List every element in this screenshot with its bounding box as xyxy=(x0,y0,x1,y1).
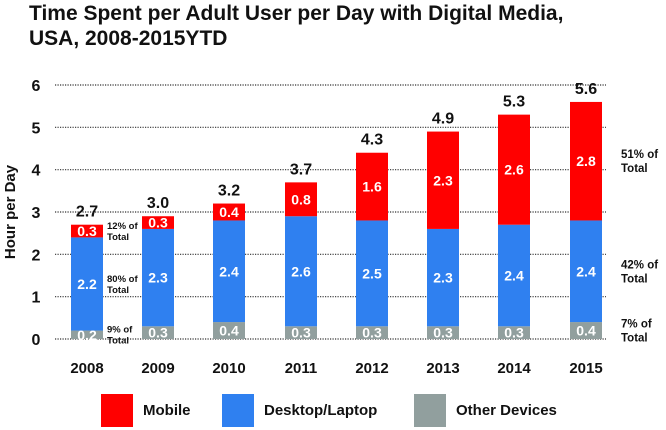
legend-swatch-mobile xyxy=(101,394,133,427)
legend-item-desktop-laptop: Desktop/Laptop xyxy=(222,394,377,427)
total-label-2011: 3.7 xyxy=(290,161,312,178)
legend-item-other-devices: Other Devices xyxy=(414,394,557,427)
data-label-desktop-laptop-2014: 2.4 xyxy=(504,268,524,284)
data-label-mobile-2015: 2.8 xyxy=(576,153,596,169)
data-label-mobile-2008: 0.3 xyxy=(77,223,97,239)
annotation-7-other-devices-line-1: 7% of xyxy=(621,319,652,331)
total-label-2008: 2.7 xyxy=(76,204,98,221)
bar-other-devices-2010 xyxy=(213,322,245,339)
x-tick-label-2009: 2009 xyxy=(141,360,174,377)
annotation-7-mobile-line-2: Total xyxy=(621,163,648,175)
bar-other-devices-2014 xyxy=(498,326,530,339)
data-label-desktop-laptop-2013: 2.3 xyxy=(433,270,453,286)
bar-other-devices-2009 xyxy=(142,326,174,339)
total-label-2012: 4.3 xyxy=(361,132,383,149)
x-tick-label-2012: 2012 xyxy=(355,360,388,377)
bar-mobile-2015 xyxy=(570,101,602,221)
annotation-0-desktop-laptop-line-2: Total xyxy=(107,285,129,296)
bar-mobile-2012 xyxy=(356,152,388,221)
annotation-7-desktop-laptop-line-1: 42% of xyxy=(621,259,658,271)
total-label-2015: 5.6 xyxy=(575,81,597,98)
annotation-7-other-devices-line-2: Total xyxy=(621,333,648,345)
y-tick-label-3: 3 xyxy=(32,205,41,222)
y-tick-label-4: 4 xyxy=(32,163,41,180)
data-label-mobile-2014: 2.6 xyxy=(504,162,524,178)
annotation-0-desktop-laptop-line-1: 80% of xyxy=(107,274,138,285)
bar-mobile-2008 xyxy=(71,224,103,238)
data-label-desktop-laptop-2015: 2.4 xyxy=(576,263,596,279)
total-label-2010: 3.2 xyxy=(218,183,240,200)
bar-desktop-laptop-2009 xyxy=(142,228,174,327)
bar-other-devices-2015 xyxy=(570,322,602,339)
x-tick-label-2013: 2013 xyxy=(426,360,459,377)
bar-desktop-laptop-2010 xyxy=(213,220,245,323)
data-label-desktop-laptop-2010: 2.4 xyxy=(219,263,239,279)
annotation-7-mobile-line-1: 51% of xyxy=(621,149,658,161)
bar-desktop-laptop-2014 xyxy=(498,224,530,327)
data-label-other-devices-2009: 0.3 xyxy=(148,325,168,341)
y-tick-label-0: 0 xyxy=(32,332,41,349)
annotation-0-mobile-line-2: Total xyxy=(107,232,129,243)
bar-mobile-2009 xyxy=(142,216,174,229)
bar-other-devices-2013 xyxy=(427,326,459,339)
data-label-desktop-laptop-2011: 2.6 xyxy=(291,263,311,279)
legend-label-mobile: Mobile xyxy=(143,402,191,419)
legend-item-mobile: Mobile xyxy=(101,394,191,427)
y-axis-label: Hour per Day xyxy=(2,164,19,259)
total-label-2009: 3.0 xyxy=(147,195,169,212)
data-label-mobile-2012: 1.6 xyxy=(362,179,382,195)
data-label-other-devices-2012: 0.3 xyxy=(362,325,382,341)
data-label-mobile-2010: 0.4 xyxy=(219,204,239,220)
y-tick-label-2: 2 xyxy=(32,247,41,264)
data-label-desktop-laptop-2009: 2.3 xyxy=(148,270,168,286)
chart-title: Time Spent per Adult User per Day with D… xyxy=(29,1,563,51)
bar-mobile-2011 xyxy=(285,182,317,217)
annotation-0-mobile-line-1: 12% of xyxy=(107,221,138,232)
legend-swatch-other-devices xyxy=(414,394,446,427)
annotation-0-other-devices-line-1: 9% of xyxy=(107,325,133,336)
data-label-mobile-2013: 2.3 xyxy=(433,172,453,188)
bar-desktop-laptop-2011 xyxy=(285,216,317,327)
x-tick-label-2015: 2015 xyxy=(569,360,602,377)
total-label-2014: 5.3 xyxy=(503,94,525,111)
data-label-mobile-2011: 0.8 xyxy=(291,191,311,207)
annotation-7-desktop-laptop-line-2: Total xyxy=(621,273,648,285)
x-tick-label-2011: 2011 xyxy=(285,360,318,377)
data-label-other-devices-2015: 0.4 xyxy=(576,323,596,339)
bar-other-devices-2012 xyxy=(356,326,388,339)
chart-title-line-1: Time Spent per Adult User per Day with D… xyxy=(29,2,564,25)
bar-mobile-2010 xyxy=(213,203,245,221)
data-label-other-devices-2008: 0.2 xyxy=(77,327,97,343)
data-label-mobile-2009: 0.3 xyxy=(148,215,168,231)
total-label-2013: 4.9 xyxy=(432,111,454,128)
x-tick-label-2010: 2010 xyxy=(212,360,245,377)
data-label-desktop-laptop-2012: 2.5 xyxy=(362,265,382,281)
legend-label-desktop-laptop: Desktop/Laptop xyxy=(264,402,378,419)
x-tick-label-2014: 2014 xyxy=(497,360,531,377)
data-label-desktop-laptop-2008: 2.2 xyxy=(77,276,97,292)
bar-desktop-laptop-2013 xyxy=(427,228,459,327)
data-label-other-devices-2014: 0.3 xyxy=(504,325,524,341)
bar-mobile-2013 xyxy=(427,131,459,229)
bar-desktop-laptop-2015 xyxy=(570,220,602,323)
bar-desktop-laptop-2008 xyxy=(71,237,103,331)
legend: Mobile Desktop/Laptop Other Devices xyxy=(0,394,666,430)
y-tick-label-1: 1 xyxy=(32,290,41,307)
chart-title-line-2: USA, 2008-2015YTD xyxy=(29,27,228,50)
x-tick-label-2008: 2008 xyxy=(70,360,103,377)
data-label-other-devices-2011: 0.3 xyxy=(291,325,311,341)
data-label-other-devices-2010: 0.4 xyxy=(219,323,239,339)
bar-mobile-2014 xyxy=(498,114,530,225)
bar-other-devices-2011 xyxy=(285,326,317,339)
legend-label-other-devices: Other Devices xyxy=(456,402,557,419)
legend-swatch-desktop-laptop xyxy=(222,394,254,427)
y-tick-label-5: 5 xyxy=(32,120,41,137)
bar-desktop-laptop-2012 xyxy=(356,220,388,327)
y-tick-label-6: 6 xyxy=(32,78,41,95)
annotation-0-other-devices-line-2: Total xyxy=(107,336,129,347)
data-label-other-devices-2013: 0.3 xyxy=(433,325,453,341)
bar-other-devices-2008 xyxy=(71,330,103,339)
